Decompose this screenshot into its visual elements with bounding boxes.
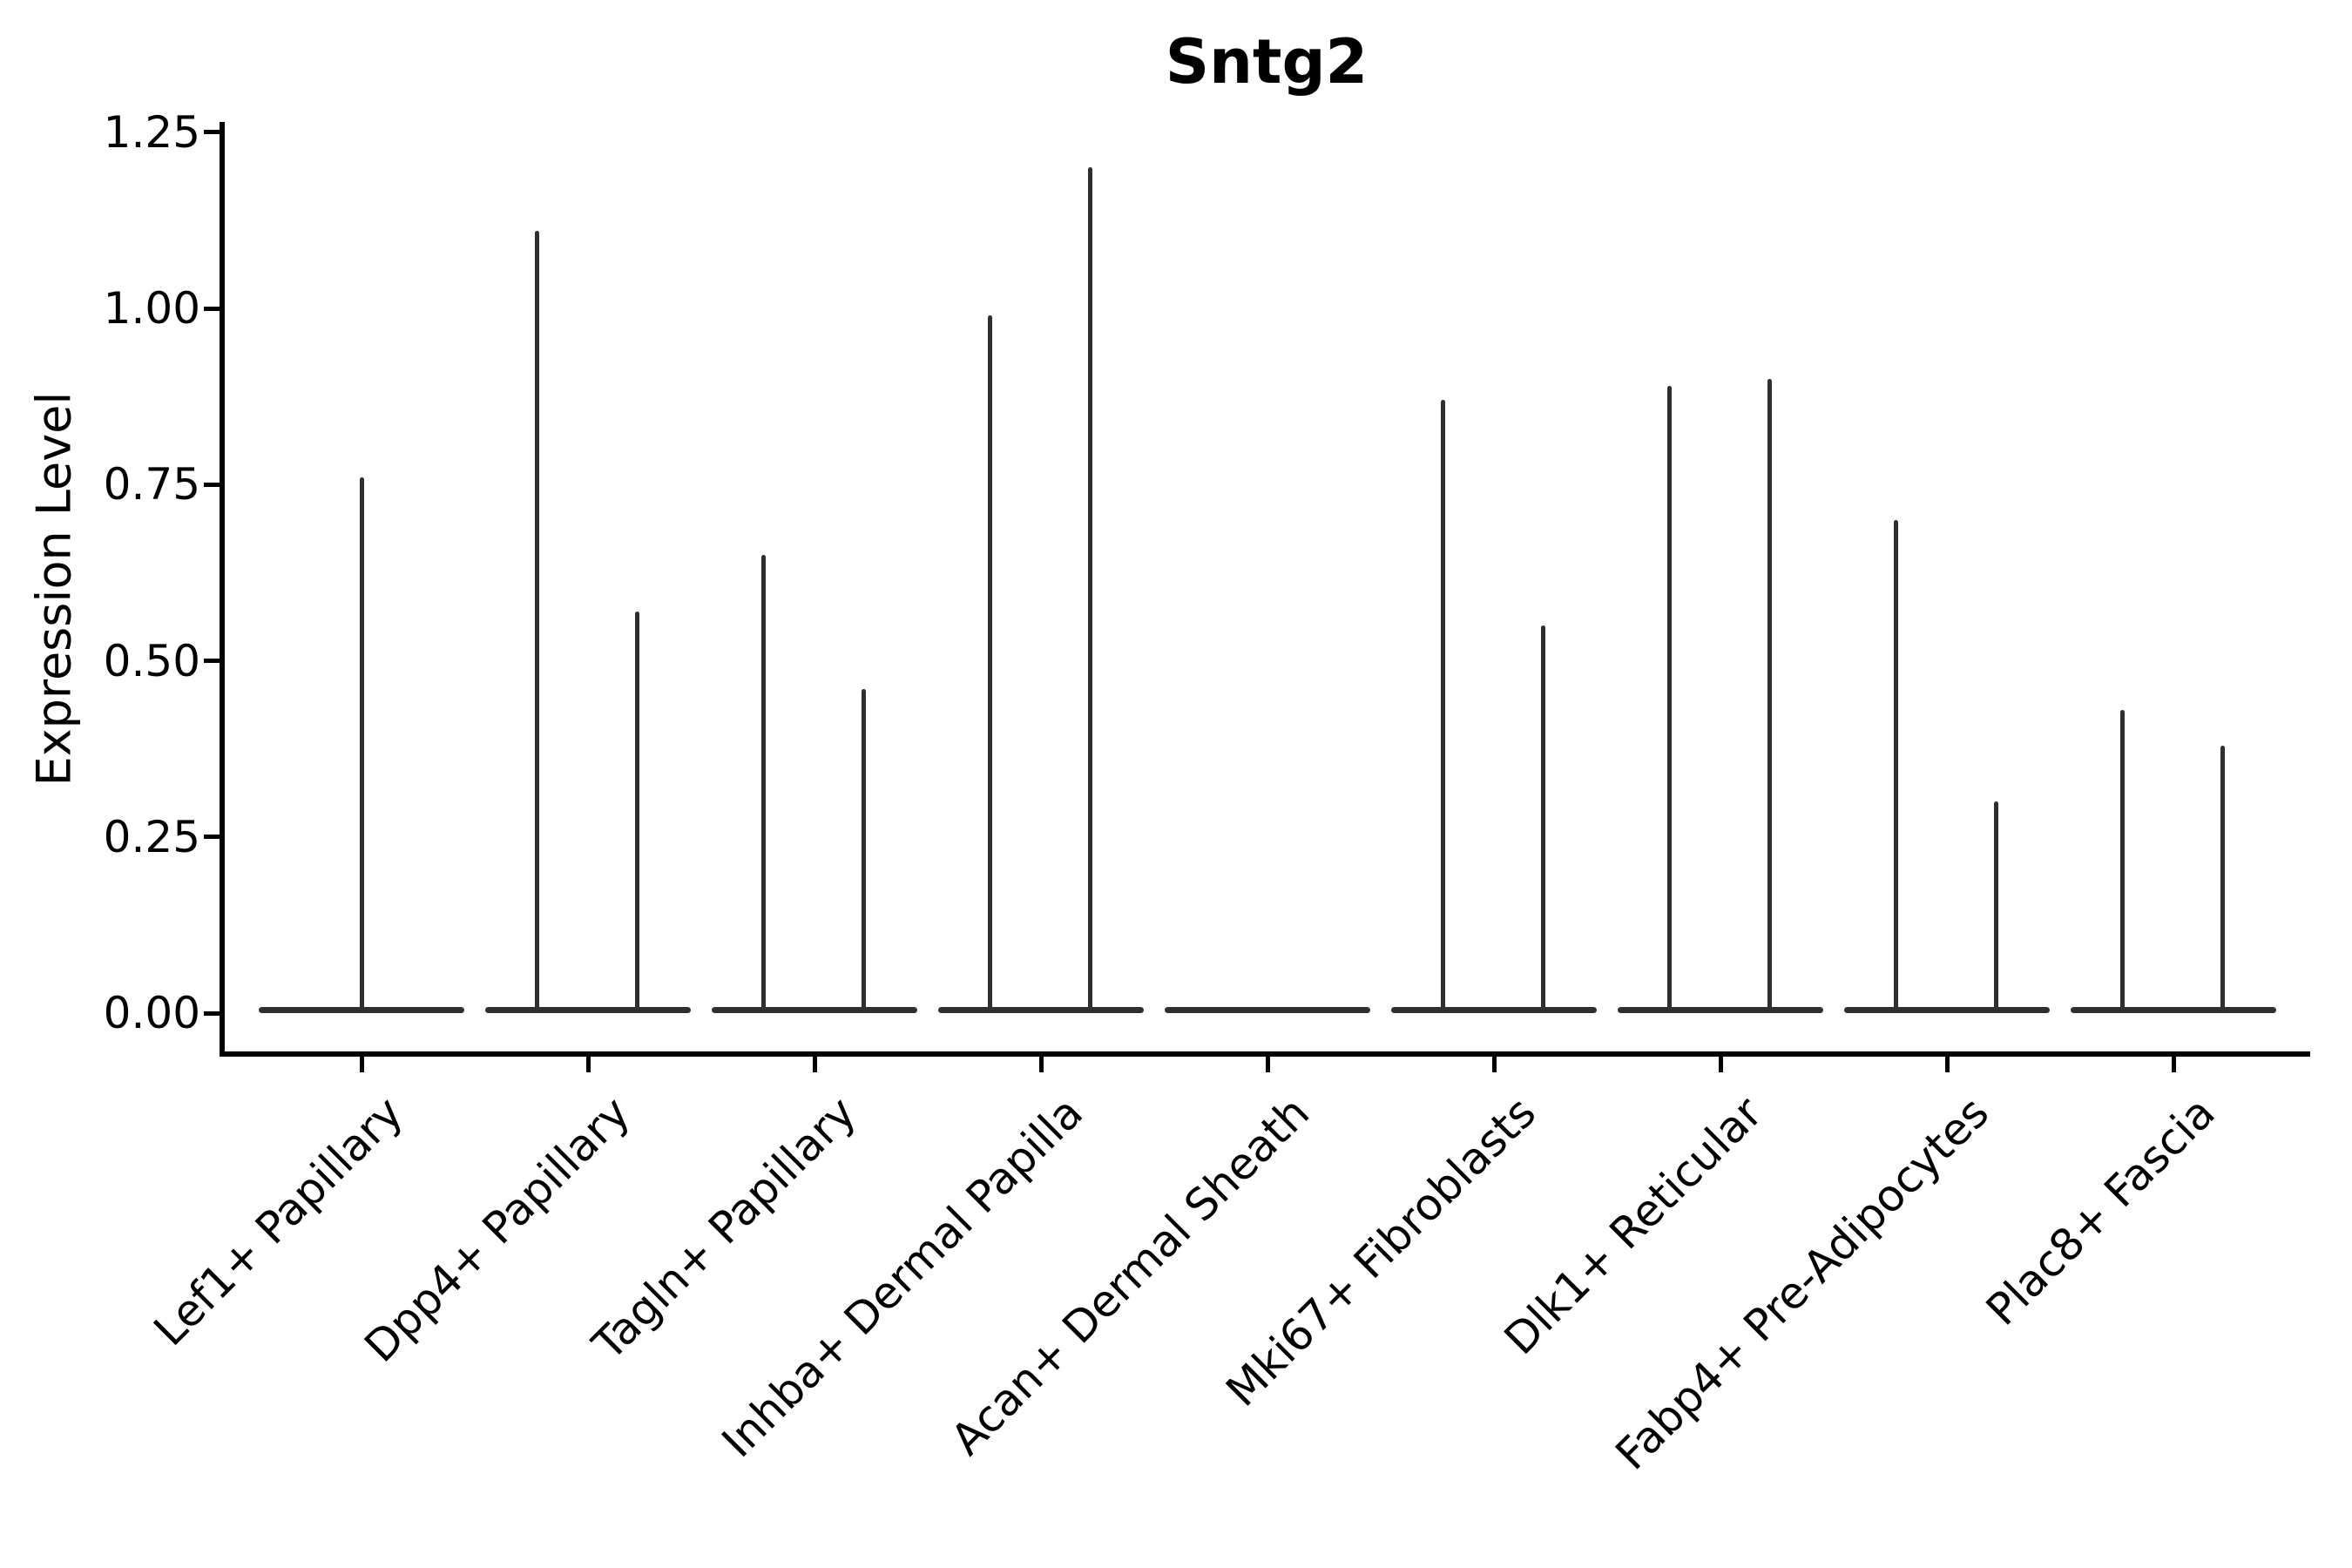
x-tick bbox=[812, 1057, 817, 1072]
violin-base bbox=[1844, 1007, 2050, 1013]
x-tick-label: Fabp4+ Pre-Adipocytes bbox=[1605, 1087, 1999, 1480]
x-axis-spine bbox=[220, 1051, 2310, 1057]
x-tick-label: Acan+ Dermal Sheath bbox=[941, 1087, 1320, 1465]
y-tick-label: 0.00 bbox=[103, 988, 200, 1038]
violin-base bbox=[712, 1007, 917, 1013]
y-tick-label: 0.50 bbox=[103, 635, 200, 686]
violin-spike bbox=[1087, 167, 1092, 1013]
y-tick-label: 1.00 bbox=[103, 283, 200, 334]
y-tick bbox=[204, 1010, 220, 1016]
violin-base bbox=[485, 1007, 691, 1013]
y-tick bbox=[204, 482, 220, 487]
violin-spike bbox=[1540, 625, 1545, 1013]
x-tick bbox=[359, 1057, 364, 1072]
violin-spike bbox=[2220, 746, 2225, 1013]
x-tick bbox=[1944, 1057, 1950, 1072]
x-tick bbox=[1491, 1057, 1497, 1072]
y-tick-label: 0.75 bbox=[103, 459, 200, 510]
x-tick bbox=[1718, 1057, 1723, 1072]
x-tick bbox=[1265, 1057, 1270, 1072]
y-tick bbox=[204, 306, 220, 311]
violin-spike bbox=[1767, 379, 1772, 1013]
y-axis-spine bbox=[220, 122, 225, 1057]
x-tick bbox=[1038, 1057, 1044, 1072]
violin-base bbox=[938, 1007, 1144, 1013]
y-tick-label: 0.25 bbox=[103, 811, 200, 862]
violin-spike bbox=[1440, 400, 1445, 1013]
y-tick bbox=[204, 130, 220, 135]
violin-base bbox=[1391, 1007, 1597, 1013]
violin-base bbox=[1618, 1007, 1823, 1013]
x-tick bbox=[585, 1057, 591, 1072]
violin-spike bbox=[1893, 520, 1898, 1013]
violin-spike bbox=[1666, 386, 1672, 1013]
violin-spike bbox=[359, 477, 364, 1013]
violin-base bbox=[2071, 1007, 2276, 1013]
violin-spike bbox=[760, 555, 766, 1013]
violin-spike bbox=[2119, 710, 2125, 1013]
x-tick-label: Inhba+ Dermal Papilla bbox=[712, 1087, 1093, 1468]
violin-spike bbox=[861, 689, 866, 1013]
x-tick bbox=[2171, 1057, 2176, 1072]
plot-title: Sntg2 bbox=[1165, 26, 1369, 98]
x-tick-label: Lef1+ Papillary bbox=[144, 1087, 414, 1356]
violin-base bbox=[1165, 1007, 1370, 1013]
y-tick bbox=[204, 659, 220, 663]
violin-spike bbox=[534, 231, 539, 1013]
violin-spike bbox=[987, 315, 992, 1013]
x-tick-label: Plac8+ Fascia bbox=[1977, 1087, 2226, 1335]
y-tick-label: 1.25 bbox=[103, 106, 200, 158]
violin-spike bbox=[634, 612, 639, 1013]
violin-spike bbox=[1993, 801, 1998, 1013]
y-tick bbox=[204, 835, 220, 840]
y-axis-label: Expression Level bbox=[26, 391, 82, 787]
